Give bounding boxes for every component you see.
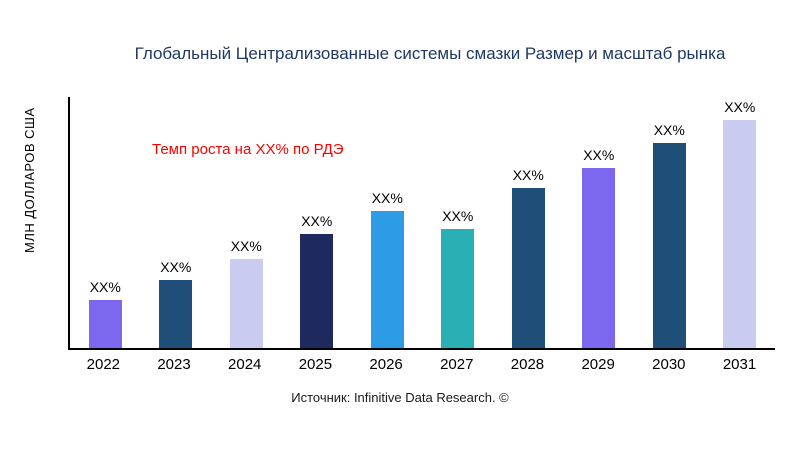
bar [511, 188, 545, 348]
x-tick-label: 2029 [581, 356, 615, 373]
bar [441, 229, 475, 348]
bar-group: XX% [634, 97, 705, 348]
bar [723, 119, 757, 348]
bar-value-label: XX% [442, 208, 474, 225]
bar-value-label: XX% [653, 121, 685, 138]
bar-group: XX% [211, 97, 282, 348]
bar-value-label: XX% [583, 146, 615, 163]
chart-title: Глобальный Централизованные системы смаз… [134, 44, 726, 63]
bar-group: XX% [705, 97, 776, 348]
bar [159, 279, 193, 348]
bar-group: XX% [564, 97, 635, 348]
x-tick-label: 2027 [440, 356, 474, 373]
bar-group: XX% [423, 97, 494, 348]
bar [652, 142, 686, 348]
bar-value-label: XX% [724, 98, 756, 115]
bar-value-label: XX% [512, 167, 544, 184]
bar [370, 211, 404, 348]
bar-value-label: XX% [301, 212, 333, 229]
bars-area: XX% XX% XX% XX% XX% XX% XX% XX% XX% XX% [70, 97, 775, 348]
bar [229, 259, 263, 348]
x-tick-label: 2030 [652, 356, 686, 373]
y-axis-label: МЛН ДОЛЛАРОВ США [22, 107, 37, 253]
bar-value-label: XX% [371, 190, 403, 207]
bar-group: XX% [493, 97, 564, 348]
x-tick-label: 2025 [298, 356, 333, 373]
x-tick-label: 2022 [86, 356, 121, 373]
x-axis-ticks: 2022 2023 2024 2025 2026 2027 2028 2029 2030 2031 [68, 356, 775, 373]
x-tick-label: 2028 [510, 356, 545, 373]
growth-rate-annotation: Темп роста на XX% по РДЭ [152, 141, 344, 158]
plot-area: Темп роста на XX% по РДЭ XX% XX% XX% XX% XX%… [68, 97, 775, 350]
bar-group: XX% [141, 97, 212, 348]
x-tick-label: 2024 [228, 356, 262, 373]
bar-group: XX% [282, 97, 353, 348]
x-tick-label: 2031 [722, 356, 757, 373]
bar [88, 300, 122, 348]
x-tick-label: 2023 [157, 356, 191, 373]
bar [582, 167, 616, 348]
bar-value-label: XX% [230, 238, 262, 255]
source-credit: Источник: Infinitive Data Research. © [291, 390, 509, 405]
bar-value-label: XX% [160, 258, 192, 275]
bar-group: XX% [352, 97, 423, 348]
bar [300, 233, 334, 348]
bar-group: XX% [70, 97, 141, 348]
x-tick-label: 2026 [369, 356, 403, 373]
bar-value-label: XX% [89, 279, 121, 296]
